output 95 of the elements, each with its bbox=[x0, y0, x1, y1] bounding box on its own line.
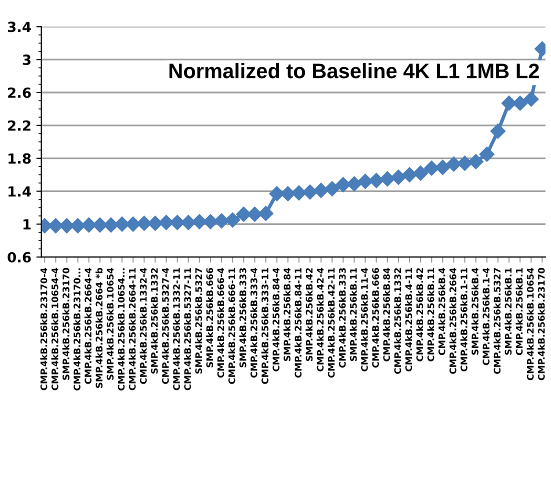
x-tick-label: CMP.4kB.256kB.10654 bbox=[526, 268, 534, 380]
point bbox=[70, 218, 86, 234]
x-tick-label: SMP.4kB.256kB.1332 bbox=[150, 268, 158, 374]
point bbox=[368, 172, 384, 188]
x-tick-label: CMP.4kB.256kB.2664-11 bbox=[128, 268, 136, 390]
x-tick-label: SMP.4kB.256kB.23170 bbox=[62, 268, 70, 380]
point bbox=[81, 217, 96, 233]
point bbox=[148, 216, 163, 231]
x-tick-label: CMP.4kB.256kB.23170 bbox=[538, 268, 545, 380]
x-tick-label: CMP.4kB.256kB.10654... bbox=[118, 268, 125, 390]
y-tick-label: 2.2 bbox=[8, 120, 30, 131]
x-tick-label: CMP.4kB.256kB.10654-4 bbox=[51, 268, 58, 390]
point bbox=[126, 216, 141, 232]
point bbox=[468, 154, 484, 170]
point bbox=[490, 124, 506, 139]
x-tick-label: CMP.4kB.256kB.1332-4 bbox=[140, 268, 147, 384]
x-tick-label: CMP.4kB.256kB.84-4 bbox=[272, 268, 280, 372]
x-tick-label: CMP.4kB.256kB.42-4 bbox=[316, 268, 324, 372]
point bbox=[336, 177, 351, 192]
x-tick-label: CMP.4kB.256kB.1 bbox=[516, 268, 523, 356]
x-tick-label: SMP.4kB.256kB.84 bbox=[284, 268, 290, 362]
y-tick-label: 0.6 bbox=[8, 252, 31, 263]
y-tick-label: 1.8 bbox=[8, 153, 31, 164]
point bbox=[457, 156, 472, 171]
point bbox=[136, 216, 152, 231]
point bbox=[324, 181, 340, 196]
x-tick-label: CMP.4kB.256kB.1332 bbox=[394, 268, 402, 374]
x-tick-label: CMP.4kB.256kB.5327-4 bbox=[162, 268, 169, 384]
point bbox=[158, 214, 174, 230]
point bbox=[402, 167, 418, 182]
x-tick-label: CMP.4kB.256kB.666-11 bbox=[228, 268, 236, 384]
point bbox=[390, 170, 406, 185]
x-tick-label: CMP.4kB.256kB.4-11 bbox=[405, 268, 412, 372]
point bbox=[446, 156, 462, 172]
point bbox=[280, 186, 296, 202]
x-tick-label: SMP.4kB.256kB.2664 *b bbox=[96, 268, 103, 388]
point bbox=[214, 213, 230, 228]
point bbox=[313, 182, 329, 198]
point bbox=[346, 176, 362, 192]
x-tick-label: CMP.4kB.256kB.1-4 bbox=[482, 268, 490, 366]
x-tick-label: SMP.4kB.256kB.5327 bbox=[195, 268, 202, 374]
y-tick-label: 3.4 bbox=[8, 22, 31, 32]
point bbox=[170, 214, 185, 230]
x-tick-label: SMP.4kB.256kB.11 bbox=[350, 268, 357, 362]
x-tick-label: SMP.4kB.256kB.4 bbox=[471, 268, 478, 355]
x-tick-label: SMP.4kB.256kB.10654 bbox=[106, 268, 114, 380]
x-tick-label: CMP.4kB.256kB.42 bbox=[416, 268, 424, 362]
point bbox=[524, 92, 539, 107]
point bbox=[380, 171, 395, 186]
y-tick-label: 1.4 bbox=[8, 186, 31, 197]
y-tick-label: 3 bbox=[22, 54, 30, 66]
point bbox=[412, 166, 428, 181]
x-tick-label: SMP.4kB.256kB.666 bbox=[206, 268, 214, 368]
point bbox=[424, 160, 440, 176]
x-tick-label: CMP.4kB.256kB.11-4 bbox=[360, 268, 368, 372]
point bbox=[180, 214, 196, 230]
x-tick-label: CMP.4kB.256kB.4 bbox=[438, 268, 446, 356]
x-tick-label: CMP.4kB.256kB.42-11 bbox=[328, 268, 335, 378]
y-tick-label: 1 bbox=[24, 219, 31, 230]
x-tick-label: CMP.4kB.256kB.2664 bbox=[449, 268, 456, 374]
x-tick-label: CMP.4kB.256kB.11 bbox=[427, 268, 434, 362]
point bbox=[247, 206, 262, 222]
point bbox=[236, 206, 252, 222]
x-tick-label: CMP.4kB.256kB.333-11 bbox=[261, 268, 268, 384]
x-tick-label: CMP.4kB.256kB.5327 bbox=[494, 268, 501, 374]
x-tick-label: SMP.4kB.256kB.1 bbox=[504, 268, 512, 355]
x-tick-label: CMP.4kB.256kB.333-4 bbox=[250, 268, 258, 378]
x-tick-label: CMP.4kB.256kB.84 bbox=[383, 268, 390, 362]
point bbox=[192, 214, 207, 230]
point bbox=[302, 184, 318, 200]
point bbox=[358, 174, 373, 189]
x-tick-label: CMP.4kB.256kB.2664-4 bbox=[84, 268, 92, 384]
point bbox=[59, 218, 74, 234]
point bbox=[435, 160, 450, 175]
x-tick-label: CMP.4kB.256kB.23170... bbox=[73, 268, 80, 390]
x-tick-label: SMP.4kB.256kB.333 bbox=[239, 268, 246, 368]
x-tick-label: CMP.4kB.256kB.23170-4 bbox=[40, 268, 48, 390]
point bbox=[479, 146, 494, 162]
point bbox=[48, 218, 64, 234]
x-tick-label: CMP.4kB.256kB.5327-11 bbox=[184, 268, 191, 390]
point bbox=[114, 216, 130, 232]
x-tick-label: CMP.4kB.256kB.666 bbox=[372, 268, 379, 368]
point bbox=[225, 212, 240, 228]
x-tick-label: CMP.4kB.256kB.333 bbox=[338, 268, 346, 368]
point bbox=[92, 217, 108, 233]
x-tick-label: CMP.4kB.256kB.666-4 bbox=[217, 268, 224, 378]
x-tick-label: CMP.4kB.256kB.84-11 bbox=[294, 268, 302, 378]
x-tick-label: CMP.4kB.256kB.1-11 bbox=[460, 268, 468, 372]
point bbox=[269, 186, 284, 202]
x-tick-label: CMP.4kB.256kB.1332-11 bbox=[172, 268, 180, 390]
y-tick-label: 2.6 bbox=[8, 87, 31, 98]
point bbox=[291, 185, 307, 200]
text: Normalized to Baseline 4K L1 1MB L2 bbox=[170, 63, 539, 78]
point bbox=[258, 206, 274, 222]
x-tick-label: SMP.4kB.256kB.42 bbox=[306, 268, 313, 362]
